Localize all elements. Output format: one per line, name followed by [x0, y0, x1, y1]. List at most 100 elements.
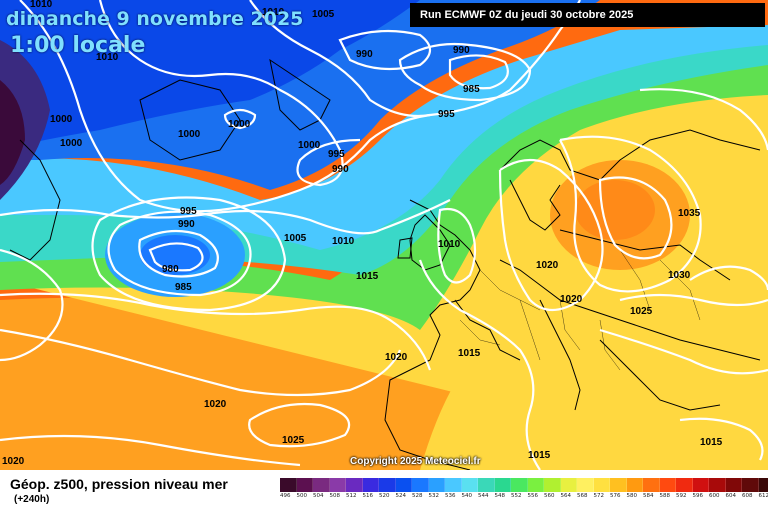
isobar-label: 1000 [50, 114, 73, 125]
isobar-label: 1010 [30, 0, 53, 10]
scale-label: 576 [610, 493, 621, 499]
scale-swatch: 584 [643, 478, 660, 499]
scale-swatch: 580 [626, 478, 643, 499]
scale-label: 536 [445, 493, 456, 499]
isobar-label: 995 [180, 206, 197, 217]
scale-label: 592 [676, 493, 687, 499]
scale-swatch: 496 [280, 478, 297, 499]
z500-band-darkpurple [0, 80, 25, 185]
isobar-label: 1025 [282, 435, 305, 446]
isobar-label: 1005 [312, 9, 335, 20]
isobar-label: 1020 [204, 399, 227, 410]
isobar-label: 1005 [284, 233, 307, 244]
run-info-box: Run ECMWF 0Z du jeudi 30 octobre 2025 [410, 3, 765, 27]
scale-label: 524 [395, 493, 407, 499]
scale-label: 532 [428, 493, 440, 499]
scale-swatch: 532 [428, 478, 445, 499]
isobar-label: 1035 [678, 208, 701, 219]
isobar-label: 1015 [700, 437, 723, 448]
scale-label: 544 [478, 493, 489, 499]
scale-swatch: 596 [692, 478, 709, 499]
isobar-label: 1010 [262, 7, 285, 18]
geopotential-map: 1010 1005 1010 1010 990 990 985 995 1000… [0, 0, 768, 470]
scale-label: 600 [709, 493, 720, 499]
isobar-label: 990 [453, 45, 470, 56]
isobar-label: 1020 [2, 456, 25, 467]
scale-label: 560 [544, 493, 555, 499]
scale-swatch: 612 [758, 478, 768, 499]
isobar-label: 980 [162, 264, 179, 275]
isobar-label: 990 [178, 219, 195, 230]
scale-label: 528 [412, 493, 423, 499]
isobar-label: 1020 [385, 352, 408, 363]
scale-swatch: 600 [709, 478, 726, 499]
isobar-label: 1015 [356, 271, 379, 282]
scale-swatch: 536 [445, 478, 462, 499]
scale-label: 584 [643, 493, 654, 499]
scale-swatch: 588 [659, 478, 676, 499]
scale-label: 556 [527, 493, 539, 499]
scale-label: 564 [560, 493, 572, 499]
scale-label: 596 [692, 493, 704, 499]
isobar-label: 1010 [332, 236, 355, 247]
scale-label: 580 [626, 493, 638, 499]
scale-label: 572 [593, 493, 605, 499]
forecast-time: 1:00 locale [10, 33, 146, 58]
copyright-text: Copyright 2025 Meteociel.fr [350, 456, 481, 467]
scale-label: 504 [313, 493, 324, 499]
scale-label: 612 [758, 493, 768, 499]
scale-label: 604 [725, 493, 737, 499]
isobar-label: 1015 [528, 450, 551, 461]
isobar-label: 1020 [560, 294, 583, 305]
isobar-label: 1000 [298, 140, 321, 151]
scale-label: 552 [511, 493, 522, 499]
scale-label: 520 [379, 493, 390, 499]
isobars [0, 0, 768, 470]
scale-label: 496 [280, 493, 291, 499]
isobar-label: 1000 [178, 129, 201, 140]
coastlines [9, 58, 761, 470]
scale-swatch: 560 [544, 478, 561, 499]
scale-swatch: 548 [494, 478, 511, 499]
scale-label: 608 [742, 493, 753, 499]
scale-swatch: 500 [296, 478, 313, 499]
scale-label: 568 [577, 493, 588, 499]
scale-swatch: 524 [395, 478, 412, 499]
color-scale: 496 500 504 508 512 516 520 524 528 532 536 540 544 5… [280, 478, 768, 504]
isobar-label: 990 [332, 164, 349, 175]
scale-swatch: 552 [511, 478, 528, 499]
isobar-label: 1010 [438, 239, 461, 250]
isobar-label: 985 [463, 84, 480, 95]
isobar-label: 990 [356, 49, 373, 60]
scale-swatch: 556 [527, 478, 544, 499]
isobar-label: 995 [438, 109, 455, 120]
scale-swatch: 528 [412, 478, 429, 499]
isobar-label: 985 [175, 282, 192, 293]
scale-swatch: 504 [313, 478, 330, 499]
scale-swatch: 508 [329, 478, 346, 499]
scale-swatch: 604 [725, 478, 742, 499]
scale-label: 500 [296, 493, 308, 499]
scale-swatch: 512 [346, 478, 363, 499]
forecast-date: dimanche 9 novembre 2025 [6, 8, 304, 30]
isobar-label: 1000 [60, 138, 83, 149]
scale-swatch: 564 [560, 478, 577, 499]
scale-label: 588 [659, 493, 671, 499]
scale-swatch: 572 [593, 478, 610, 499]
isobar-label: 1000 [228, 119, 251, 130]
isobar-label: 1030 [668, 270, 691, 281]
z500-band-lightblue [0, 25, 768, 250]
scale-swatch: 544 [478, 478, 495, 499]
legend-title: Géop. z500, pression niveau mer [10, 476, 228, 492]
isobar-label: 1015 [458, 348, 481, 359]
scale-label: 512 [346, 493, 357, 499]
isobar-label: 995 [328, 149, 345, 160]
isobar-label: 1010 [96, 52, 119, 63]
isobar-labels: 1010 1005 1010 1010 990 990 985 995 1000… [2, 0, 723, 467]
scale-label: 508 [329, 493, 341, 499]
scale-swatch: 592 [676, 478, 693, 499]
scale-swatch: 568 [577, 478, 594, 499]
legend-bar: Géop. z500, pression niveau mer (+240h) … [0, 470, 768, 512]
scale-swatch: 608 [742, 478, 759, 499]
